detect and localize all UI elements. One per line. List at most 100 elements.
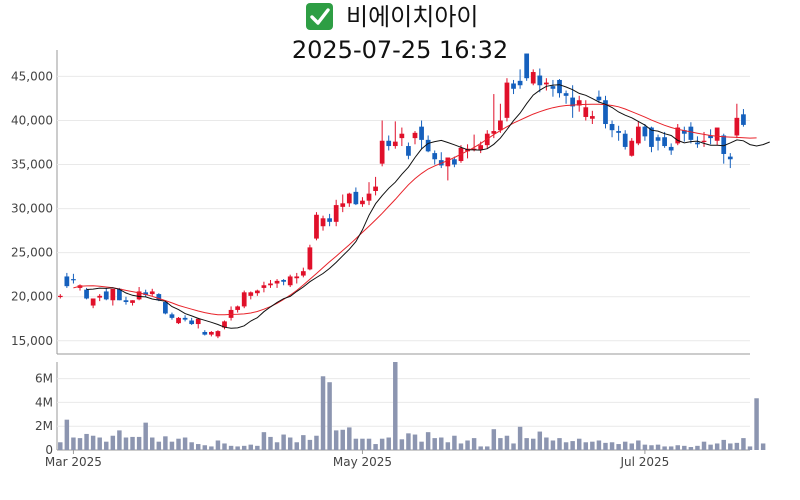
candle-body — [176, 317, 181, 324]
candle — [241, 290, 247, 309]
volume-bar — [465, 440, 470, 450]
volume-tick-label: 2M — [35, 419, 53, 433]
volume-bar — [432, 438, 437, 450]
candle — [438, 152, 444, 169]
volume-bar — [622, 441, 628, 450]
volume-bar — [281, 434, 286, 450]
volume-bar — [307, 439, 313, 450]
candle-body — [557, 79, 562, 94]
candle — [327, 213, 332, 227]
volume-bar — [228, 445, 234, 450]
volume-bar — [255, 445, 260, 450]
candle — [557, 79, 562, 98]
volume-bar — [176, 438, 181, 450]
candle-body — [195, 318, 201, 325]
candle-body — [130, 300, 135, 303]
volume-bar — [747, 446, 753, 450]
candle — [136, 287, 142, 301]
candle — [57, 294, 63, 299]
candle — [110, 288, 116, 306]
candle-body — [320, 218, 326, 227]
volume-tick-label: 0 — [45, 443, 53, 457]
volume-bar — [504, 435, 510, 450]
candle-body — [346, 193, 352, 204]
volume-bar — [498, 438, 503, 450]
ma-short-line — [86, 84, 770, 329]
volume-bar — [209, 446, 214, 450]
candle — [603, 95, 608, 129]
candle — [511, 79, 516, 95]
candle — [163, 301, 168, 315]
candle — [189, 317, 195, 325]
candle-body — [103, 291, 109, 300]
candle-body — [136, 291, 142, 300]
volume-bar — [708, 444, 713, 450]
volume-bar — [721, 439, 726, 450]
candle-body — [366, 193, 372, 201]
volume-bar — [616, 444, 621, 450]
candle-body — [432, 153, 438, 160]
candle — [649, 126, 654, 153]
volume-bar — [636, 440, 641, 450]
candle — [655, 134, 661, 151]
stock-name: 비에이치아이 — [346, 3, 478, 31]
volume-bar — [517, 426, 523, 450]
candle-body — [616, 131, 621, 133]
candle — [77, 284, 83, 291]
volume-bar — [130, 436, 135, 450]
volume-bar — [695, 445, 700, 450]
candle — [681, 126, 687, 142]
candle-body — [570, 97, 576, 107]
volume-bar — [511, 443, 516, 450]
candle-body — [117, 288, 122, 301]
candle — [419, 120, 424, 149]
candle-body — [425, 139, 431, 152]
volume-bar — [530, 438, 536, 450]
candle-body — [84, 289, 89, 299]
candle-body — [412, 132, 418, 139]
volume-bar — [478, 446, 483, 450]
volume-bar — [471, 438, 477, 450]
candle-body — [701, 140, 707, 142]
candle-body — [419, 126, 424, 140]
volume-bar — [156, 441, 162, 450]
candle — [300, 267, 306, 278]
candle-body — [721, 135, 727, 154]
volume-bar — [117, 430, 122, 450]
candle-body — [491, 131, 497, 134]
volume-bar — [333, 430, 339, 450]
candle — [688, 122, 694, 144]
candle-body — [530, 72, 536, 84]
candle-body — [261, 285, 267, 288]
volume-bar — [760, 443, 766, 450]
volume-bar — [294, 442, 299, 450]
candle — [71, 273, 76, 284]
volume-bar — [64, 419, 70, 450]
volume-bar — [524, 438, 529, 450]
candle-body — [57, 295, 63, 298]
volume-bar — [274, 442, 280, 450]
volume-bar — [701, 441, 707, 450]
candle — [274, 279, 280, 288]
candle-body — [340, 203, 346, 207]
candle — [544, 78, 549, 91]
candle — [346, 192, 352, 207]
price-tick-label: 45,000 — [11, 69, 53, 83]
price-tick-label: 40,000 — [11, 113, 53, 127]
candle-body — [583, 107, 589, 117]
volume-bar — [110, 435, 116, 450]
candle-body — [143, 292, 149, 295]
price-tick-label: 20,000 — [11, 290, 53, 304]
volume-bar — [590, 441, 595, 450]
volume-bar — [150, 437, 155, 450]
candle-body — [629, 140, 635, 156]
price-tick-label: 35,000 — [11, 158, 53, 172]
candle — [491, 94, 497, 139]
volume-bar — [84, 433, 89, 450]
candle-body — [314, 214, 319, 239]
volume-bar — [544, 437, 549, 450]
candle-body — [649, 127, 654, 147]
candle-body — [524, 53, 530, 79]
candle — [386, 135, 392, 151]
candle — [261, 281, 267, 293]
